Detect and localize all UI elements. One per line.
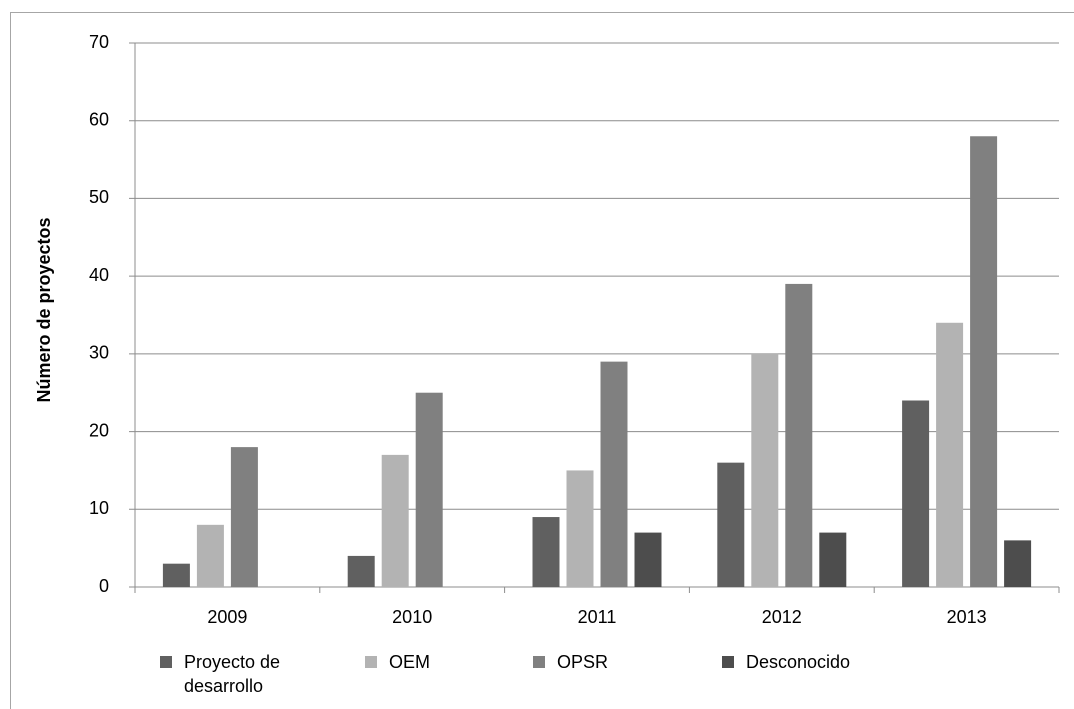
bar [230, 447, 258, 587]
y-tick-label: 30 [89, 343, 109, 363]
legend-swatch [160, 656, 172, 668]
legend-item: OEM [365, 650, 524, 674]
x-tick-label: 2010 [392, 607, 432, 627]
bar [634, 532, 662, 587]
legend-label: Proyecto de desarrollo [184, 652, 281, 696]
bar [785, 283, 813, 587]
legend-item: Proyecto de desarrollo [160, 650, 319, 698]
legend-swatch [533, 656, 545, 668]
legend-item: Desconocido [722, 650, 881, 674]
bar [717, 462, 745, 587]
chart-border [10, 12, 1074, 709]
bar [347, 555, 375, 587]
bar [566, 470, 594, 587]
y-tick-label: 60 [89, 109, 109, 129]
x-tick-label: 2013 [947, 607, 987, 627]
x-tick-label: 2012 [762, 607, 802, 627]
y-tick-label: 40 [89, 265, 109, 285]
legend-swatch [365, 656, 377, 668]
bar [196, 524, 224, 587]
bar [1004, 540, 1032, 587]
legend-swatch [722, 656, 734, 668]
y-tick-label: 0 [99, 576, 109, 596]
bar [381, 454, 409, 587]
y-tick-label: 10 [89, 498, 109, 518]
bar [936, 322, 964, 587]
bar [532, 517, 560, 587]
y-axis-label: Número de proyectos [34, 217, 54, 402]
y-tick-label: 70 [89, 32, 109, 52]
x-tick-label: 2011 [578, 607, 617, 627]
y-tick-label: 50 [89, 187, 109, 207]
bar [415, 392, 443, 587]
legend-label: OEM [389, 652, 431, 672]
y-tick-label: 20 [89, 420, 109, 440]
legend-label: Desconocido [746, 652, 851, 672]
x-tick-label: 2009 [207, 607, 247, 627]
bar [751, 353, 779, 587]
legend-label: OPSR [557, 652, 609, 672]
bar [600, 361, 628, 587]
bar [819, 532, 847, 587]
bar [970, 136, 998, 587]
legend-item: OPSR [533, 650, 692, 674]
bar [162, 563, 190, 587]
bar [902, 400, 930, 587]
